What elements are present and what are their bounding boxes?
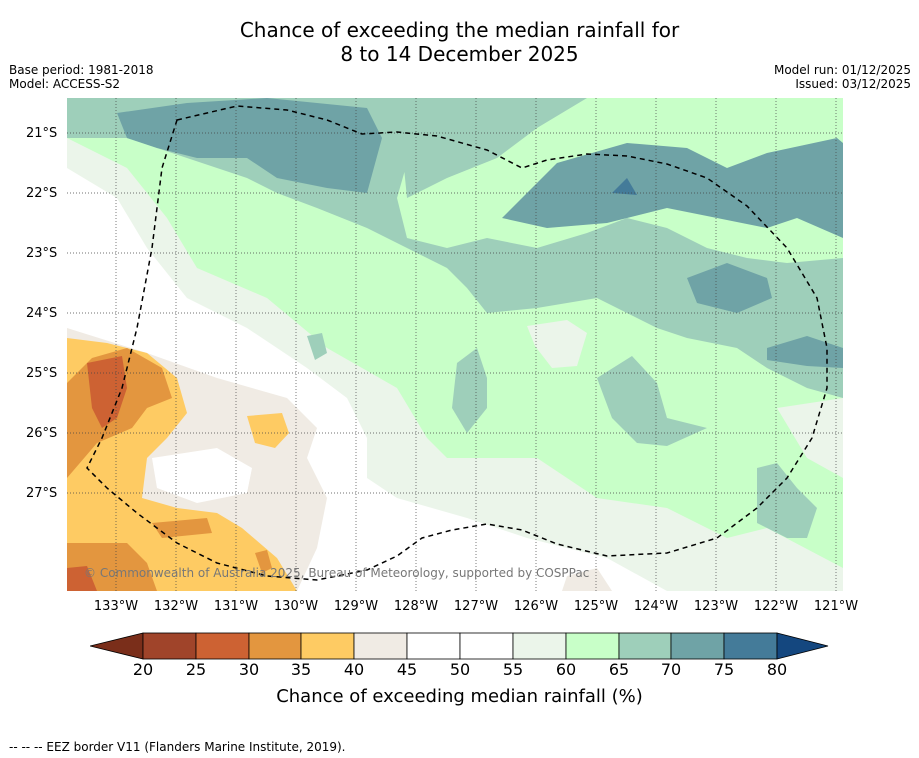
colorbar-title: Chance of exceeding median rainfall (%) (276, 686, 643, 707)
hole-50 (152, 448, 252, 503)
lat-label: 25°S (26, 366, 58, 381)
lon-label: 126°W (513, 599, 559, 614)
region-70-north (117, 98, 382, 193)
colorbar-tick: 55 (502, 660, 524, 679)
colorbar (90, 632, 829, 660)
model-name: Model: ACCESS-S2 (9, 77, 121, 91)
region-65-island-c (757, 463, 817, 538)
map-title: Chance of exceeding the median rainfall … (0, 18, 919, 66)
meta-right: Model run: 01/12/2025 Issued: 03/12/2025 (774, 63, 911, 91)
colorbar-swatch-75 (723, 632, 778, 660)
colorbar-swatch-30 (248, 632, 302, 660)
colorbar-tick: 25 (185, 660, 207, 679)
lon-label: 127°W (453, 599, 499, 614)
region-75 (612, 178, 637, 195)
model-run: Model run: 01/12/2025 (773, 63, 911, 77)
colorbar-tick: 80 (766, 660, 788, 679)
lon-label: 133°W (93, 599, 139, 614)
base-period: Base period: 1981-2018 (9, 63, 154, 77)
lon-label: 121°W (813, 599, 859, 614)
lon-label: 125°W (573, 599, 619, 614)
lat-label: 23°S (26, 246, 58, 261)
region-35-island (247, 413, 289, 448)
rainfall-map (67, 98, 843, 591)
meta-left: Base period: 1981-2018 Model: ACCESS-S2 (9, 63, 154, 91)
region-65-lobe (397, 98, 587, 198)
colorbar-swatch-20 (142, 632, 197, 660)
copyright-notice: © Commonwealth of Australia 2025, Bureau… (84, 566, 590, 580)
lon-label: 129°W (333, 599, 379, 614)
title-line-2: 8 to 14 December 2025 (340, 42, 579, 66)
region-65-north (67, 98, 843, 398)
colorbar-swatch-70 (670, 632, 725, 660)
lon-label: 128°W (393, 599, 439, 614)
colorbar-tick: 30 (238, 660, 260, 679)
lon-label: 130°W (273, 599, 319, 614)
map-gridlines (67, 98, 843, 591)
lat-label: 21°S (26, 126, 58, 141)
region-65-island-a (452, 348, 487, 433)
colorbar-tick: 35 (290, 660, 312, 679)
colorbar-tick: 60 (555, 660, 577, 679)
issued-date: Issued: 03/12/2025 (795, 77, 911, 91)
lon-label: 123°W (693, 599, 739, 614)
eez-legend: -- -- -- EEZ border V11 (Flanders Marine… (9, 740, 346, 754)
colorbar-tick: 20 (132, 660, 154, 679)
colorbar-swatch-40 (353, 632, 408, 660)
colorbar-low-arrow (90, 632, 144, 660)
region-30-small (255, 550, 272, 573)
region-55-east (777, 398, 843, 478)
lat-label: 24°S (26, 306, 58, 321)
region-65-island-d (307, 333, 327, 360)
colorbar-high-arrow (776, 632, 829, 660)
colorbar-swatch-50 (459, 632, 514, 660)
lon-label: 131°W (213, 599, 259, 614)
colorbar-swatch-55 (512, 632, 567, 660)
colorbar-swatch-60 (565, 632, 620, 660)
lat-label: 26°S (26, 426, 58, 441)
region-70-right (767, 336, 843, 368)
region-30-south (152, 518, 212, 538)
colorbar-swatch-25 (195, 632, 250, 660)
region-40-south (562, 568, 612, 591)
lon-label: 122°W (753, 599, 799, 614)
colorbar-tick: 75 (713, 660, 735, 679)
colorbar-tick: 50 (449, 660, 471, 679)
colorbar-swatch-65 (618, 632, 672, 660)
region-70-east (502, 138, 843, 238)
lat-label: 27°S (26, 486, 58, 501)
colorbar-swatch-45 (406, 632, 461, 660)
title-line-1: Chance of exceeding the median rainfall … (239, 18, 680, 42)
colorbar-tick: 65 (608, 660, 630, 679)
colorbar-tick: 40 (343, 660, 365, 679)
region-70-mid (687, 263, 772, 313)
colorbar-tick: 45 (396, 660, 418, 679)
region-25-sw (67, 566, 97, 591)
colorbar-tick: 70 (660, 660, 682, 679)
lat-label: 22°S (26, 186, 58, 201)
colorbar-swatch-35 (300, 632, 355, 660)
lon-label: 124°W (633, 599, 679, 614)
lon-label: 132°W (153, 599, 199, 614)
region-25 (87, 356, 127, 428)
region-65-island-b (597, 356, 707, 446)
region-55-patch (527, 320, 587, 368)
